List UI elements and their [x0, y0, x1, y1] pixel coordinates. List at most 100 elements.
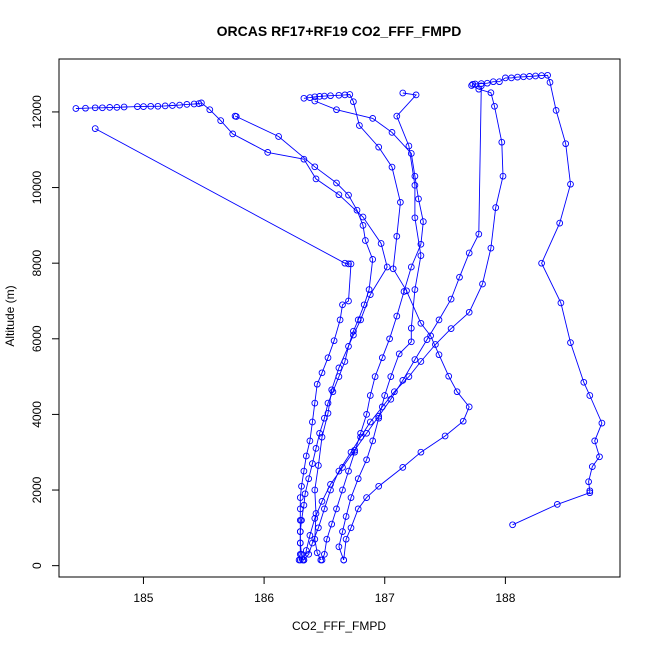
data-point [169, 102, 176, 109]
data-point [407, 324, 415, 332]
data-point [305, 475, 313, 483]
data-point [496, 78, 503, 86]
data-point [393, 112, 401, 120]
data-point [363, 429, 370, 437]
data-point [407, 338, 415, 346]
data-point [351, 448, 358, 456]
data-point [335, 467, 343, 475]
data-point [347, 494, 355, 501]
data-point [477, 82, 485, 90]
data-point [296, 528, 304, 535]
data-point [417, 240, 425, 248]
data-point [324, 399, 332, 407]
data-point [350, 327, 357, 335]
data-point [447, 295, 455, 303]
data-point [264, 149, 272, 156]
data-point [354, 475, 362, 483]
series-line [75, 102, 388, 561]
data-series [91, 125, 355, 564]
data-point [388, 163, 396, 171]
data-point [306, 532, 314, 539]
data-point [302, 452, 310, 460]
data-point [546, 79, 554, 86]
data-point [120, 103, 128, 111]
data-point [335, 543, 343, 551]
data-point [232, 113, 240, 120]
data-point [386, 335, 393, 343]
data-point [330, 337, 338, 345]
data-point [335, 373, 343, 380]
data-point [176, 101, 183, 109]
data-point [335, 364, 343, 372]
data-point [311, 486, 319, 494]
data-point [395, 350, 403, 358]
data-point [363, 456, 370, 464]
data-point [492, 204, 500, 211]
data-point [347, 260, 355, 268]
data-point [302, 547, 310, 554]
data-point [417, 358, 425, 365]
x-axis-label: CO2_FFF_FMPD [292, 619, 386, 633]
data-point [99, 104, 106, 112]
data-point [375, 414, 383, 422]
data-point [487, 244, 495, 252]
data-point [591, 437, 599, 445]
data-point [369, 437, 377, 445]
data-point [588, 463, 596, 470]
data-point [417, 252, 425, 259]
data-point [333, 179, 340, 187]
data-point [412, 91, 420, 99]
data-point [316, 429, 323, 437]
data-point [423, 336, 431, 343]
data-point [387, 395, 395, 403]
data-point [567, 180, 574, 188]
data-point [357, 316, 364, 324]
data-point [389, 265, 397, 273]
y-tick-label: 0 [30, 562, 44, 569]
data-point [375, 412, 383, 420]
data-point [300, 155, 308, 163]
data-point [419, 218, 427, 225]
data-point [318, 369, 326, 377]
y-tick-label: 8000 [30, 250, 44, 277]
data-point [499, 172, 507, 180]
data-point [311, 399, 319, 407]
x-tick-label: 187 [375, 591, 395, 605]
data-point [140, 103, 147, 110]
data-point [456, 273, 463, 281]
data-point [321, 550, 328, 558]
data-point [445, 372, 453, 380]
data-point [378, 354, 386, 362]
data-point [360, 301, 368, 309]
data-point [580, 378, 588, 386]
data-point [556, 219, 564, 227]
data-point [393, 312, 401, 320]
data-point [328, 520, 336, 528]
data-point [91, 104, 99, 112]
data-point [453, 388, 461, 396]
data-point [387, 373, 395, 380]
data-point [300, 501, 308, 509]
data-point [411, 181, 419, 189]
data-point [365, 286, 373, 293]
data-point [538, 259, 545, 267]
data-point [475, 230, 483, 238]
data-point [411, 214, 419, 222]
data-point [353, 206, 361, 214]
data-point [366, 418, 374, 426]
data-point [366, 392, 374, 399]
data-point [567, 339, 574, 346]
plot-frame [58, 58, 621, 578]
data-point [333, 505, 340, 513]
series-line [234, 115, 374, 561]
data-point [190, 100, 198, 108]
data-point [154, 102, 162, 110]
data-point [318, 556, 326, 564]
data-point [557, 299, 565, 307]
data-point [377, 240, 385, 247]
data-point [333, 106, 340, 114]
data-point [311, 515, 319, 522]
data-point [91, 125, 99, 132]
x-axis: 185 186 187 188 [133, 577, 516, 605]
data-point [298, 482, 305, 490]
